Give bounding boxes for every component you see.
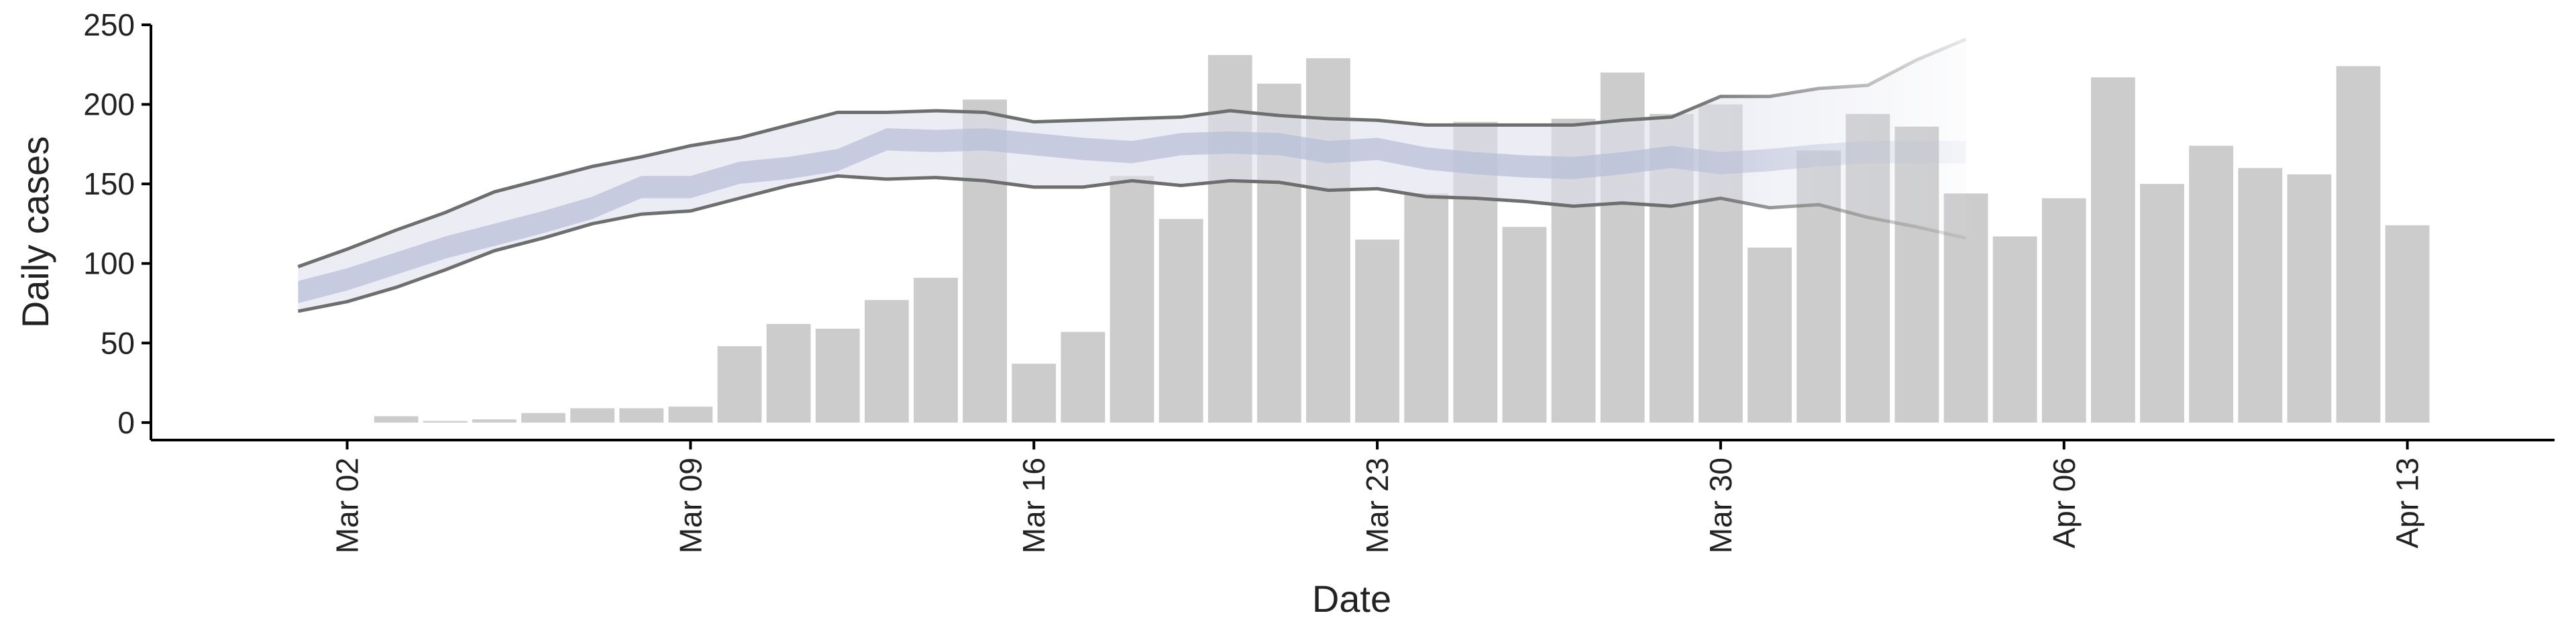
bar [570, 408, 615, 423]
bar [374, 416, 419, 423]
bar [2336, 66, 2381, 423]
bar [914, 278, 958, 423]
x-tick-label: Mar 23 [1360, 458, 1395, 553]
bar [1159, 219, 1203, 423]
bar [521, 413, 566, 423]
y-axis-title: Daily cases [14, 136, 56, 328]
bar [2287, 174, 2332, 423]
bar [1404, 193, 1449, 423]
y-tick-label: 50 [101, 325, 135, 360]
bar [1110, 176, 1155, 423]
bar [815, 328, 860, 423]
bar [2189, 146, 2234, 423]
outer-band [298, 39, 1966, 311]
band-line [297, 38, 1967, 268]
bar [423, 421, 468, 423]
band-line [297, 174, 1967, 313]
bar [1748, 248, 1792, 423]
bar [717, 346, 762, 423]
bar [668, 407, 713, 423]
x-tick-label: Mar 09 [673, 458, 708, 553]
y-tick-label: 0 [117, 405, 135, 440]
bar [472, 419, 517, 423]
bar [619, 408, 664, 423]
x-tick-label: Mar 16 [1016, 458, 1051, 553]
x-tick-label: Mar 30 [1703, 458, 1738, 553]
x-tick-label: Mar 02 [329, 458, 364, 553]
bar [2238, 168, 2283, 423]
bar [2385, 225, 2430, 423]
y-tick-label: 100 [83, 246, 135, 281]
bar [1502, 227, 1547, 423]
bar [1012, 364, 1057, 423]
y-tick-label: 150 [83, 166, 135, 201]
x-tick-label: Apr 06 [2047, 458, 2082, 549]
inner-band [298, 128, 1966, 304]
bar [1355, 239, 1399, 423]
y-tick-label: 200 [83, 87, 135, 122]
bar [766, 323, 811, 423]
bar [1992, 236, 2037, 423]
bar [1306, 58, 1350, 423]
bar [864, 300, 909, 423]
bar [2140, 184, 2184, 423]
bar [2041, 198, 2086, 423]
y-tick-label: 250 [83, 7, 135, 42]
x-tick-label: Apr 13 [2390, 458, 2425, 549]
bar [1061, 331, 1106, 423]
bar [2090, 77, 2135, 423]
x-axis-title: Date [1312, 578, 1391, 620]
